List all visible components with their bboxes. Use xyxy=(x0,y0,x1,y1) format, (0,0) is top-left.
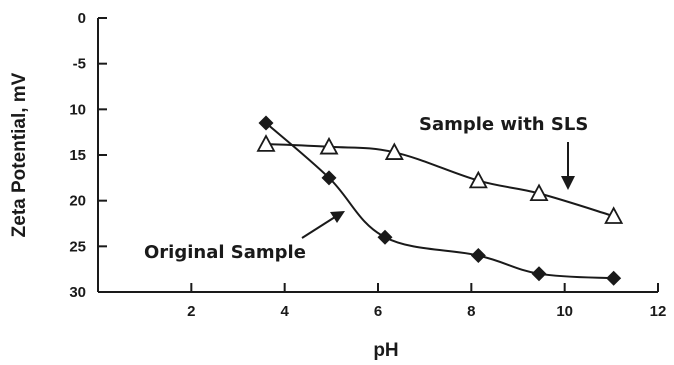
data-point-original-sample xyxy=(377,229,393,245)
data-point-original-sample xyxy=(258,115,274,131)
annotations: Sample with SLS Original Sample xyxy=(144,114,588,263)
y-tick-label: 0 xyxy=(78,10,86,27)
y-tick-label: 20 xyxy=(69,193,86,210)
x-tick-label: 12 xyxy=(650,303,667,320)
data-point-original-sample xyxy=(321,170,337,186)
x-axis-ticks: 2 4 6 8 10 12 xyxy=(187,283,666,320)
annotation-label-sls: Sample with SLS xyxy=(419,114,588,135)
x-tick-label: 2 xyxy=(187,303,195,320)
series-lines xyxy=(265,122,614,280)
annotation-arrowhead-sls xyxy=(561,176,575,190)
annotation-label-original: Original Sample xyxy=(144,242,306,263)
y-tick-label: 15 xyxy=(69,147,86,164)
data-point-sample-with-sls xyxy=(529,183,549,202)
data-point-sample-with-sls xyxy=(604,206,624,224)
y-tick-label: 25 xyxy=(69,238,86,255)
annotation-arrowhead-original xyxy=(330,211,345,223)
data-point-original-sample xyxy=(531,266,547,282)
y-tick-label: 10 xyxy=(69,101,86,118)
x-axis-title: pH xyxy=(373,340,398,361)
y-axis-ticks: 0 -5 10 15 20 25 30 xyxy=(69,10,107,301)
series-line-sample-with-sls xyxy=(265,143,614,218)
data-point-sample-with-sls xyxy=(256,134,276,152)
y-tick-label: -5 xyxy=(73,56,86,73)
x-tick-label: 8 xyxy=(467,303,475,320)
x-tick-label: 10 xyxy=(556,303,573,320)
data-point-sample-with-sls xyxy=(319,136,339,155)
y-tick-label: 30 xyxy=(69,284,86,301)
data-point-original-sample xyxy=(606,270,622,286)
series-markers xyxy=(256,115,624,286)
data-point-sample-with-sls xyxy=(468,170,488,189)
y-axis-title: Zeta Potential, mV xyxy=(9,72,30,237)
data-point-sample-with-sls xyxy=(384,142,404,160)
annotation-arrow-original xyxy=(301,216,336,239)
x-tick-label: 4 xyxy=(280,303,289,320)
data-point-original-sample xyxy=(470,247,486,263)
x-tick-label: 6 xyxy=(374,303,382,320)
